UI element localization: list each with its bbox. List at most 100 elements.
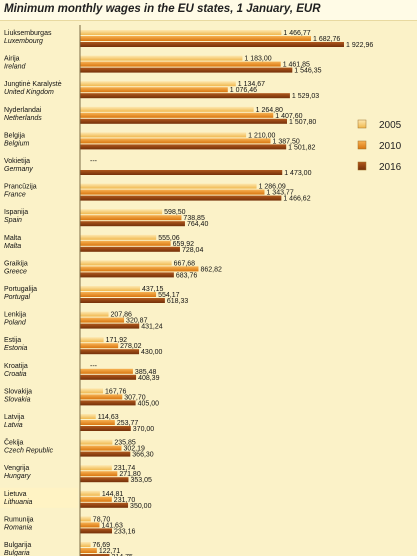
bar-luxembourg-2016 xyxy=(80,42,344,47)
bar-estonia-2016 xyxy=(80,349,140,355)
value-label-united-kingdom-2016: 1 529,03 xyxy=(292,93,319,100)
category-label-en-bulgaria: Bulgaria xyxy=(4,550,30,556)
bar-portugal-2016 xyxy=(80,298,165,303)
bar-lithuania-2010 xyxy=(80,496,112,502)
category-label-spain: Ispanija xyxy=(4,209,28,216)
bar-latvia-2010 xyxy=(80,420,115,425)
value-label-hungary-2005: 231,74 xyxy=(114,465,136,472)
bar-bulgaria-2010 xyxy=(80,548,97,553)
value-label-ireland-2010: 1 461,85 xyxy=(283,62,310,69)
value-label-luxembourg-2016: 1 922,96 xyxy=(346,42,373,49)
category-label-en-romania: Romania xyxy=(4,524,32,531)
value-label-lithuania-2005: 144,81 xyxy=(102,491,124,498)
bar-hungary-2016 xyxy=(80,477,129,483)
legend-swatch-2010 xyxy=(357,140,367,150)
title-bar: Minimum monthly wages in the EU states, … xyxy=(0,0,417,21)
bar-netherlands-2010 xyxy=(80,112,274,118)
value-label-czech-republic-2016: 366,30 xyxy=(132,452,154,459)
value-label-malta-2016: 728,04 xyxy=(182,247,204,254)
category-label-france: Prancūzija xyxy=(4,184,37,191)
value-label-poland-2005: 207,86 xyxy=(111,312,133,319)
bar-czech-republic-2016 xyxy=(80,451,131,457)
value-label-hungary-2016: 353,05 xyxy=(130,477,152,484)
bar-latvia-2005 xyxy=(80,414,96,419)
bar-ireland-2016 xyxy=(80,67,293,73)
value-label-romania-2010: 141,63 xyxy=(101,522,123,529)
value-label-czech-republic-2010: 302,19 xyxy=(123,446,145,453)
value-label-united-kingdom-2010: 1 076,46 xyxy=(230,87,257,94)
bar-malta-2005 xyxy=(80,234,157,240)
category-label-en-slovakia: Slovakia xyxy=(4,396,31,403)
bar-bulgaria-2016 xyxy=(80,554,110,556)
bar-bulgaria-2005 xyxy=(80,542,91,547)
bar-lithuania-2005 xyxy=(80,490,100,496)
category-label-en-hungary: Hungary xyxy=(4,473,31,480)
value-label-slovakia-2005: 167,76 xyxy=(105,388,127,395)
value-label-slovakia-2016: 405,00 xyxy=(138,400,160,407)
bar-france-2005 xyxy=(80,183,257,189)
category-label-en-lithuania: Lithuania xyxy=(4,499,33,506)
category-label-en-ireland: Ireland xyxy=(4,64,27,71)
value-label-romania-2005: 78,70 xyxy=(93,516,111,523)
legend-label-2010: 2010 xyxy=(379,141,402,152)
value-label-malta-2005: 555,06 xyxy=(158,235,180,242)
value-label-france-2016: 1 466,62 xyxy=(283,196,310,203)
bar-poland-2016 xyxy=(80,323,140,329)
category-label-en-united-kingdom: United Kingdom xyxy=(4,89,54,96)
value-label-hungary-2010: 271,80 xyxy=(119,471,141,478)
value-label-bulgaria-2010: 122,71 xyxy=(99,548,121,555)
category-label-poland: Lenkija xyxy=(4,312,26,319)
value-label-estonia-2005: 171,92 xyxy=(106,337,128,344)
bar-czech-republic-2010 xyxy=(80,445,122,451)
category-label-bulgaria: Bulgarija xyxy=(4,542,31,549)
category-label-estonia: Estija xyxy=(4,337,21,344)
bar-ireland-2010 xyxy=(80,61,281,67)
bar-united-kingdom-2005 xyxy=(80,81,236,87)
bar-netherlands-2016 xyxy=(80,118,288,124)
value-label-portugal-2010: 554,17 xyxy=(158,292,180,299)
bar-poland-2005 xyxy=(80,311,109,317)
category-label-romania: Rumunija xyxy=(4,516,34,523)
bar-slovakia-2010 xyxy=(80,394,123,400)
bar-united-kingdom-2016 xyxy=(80,93,290,99)
legend-swatch-2016 xyxy=(357,161,367,171)
category-label-en-portugal: Portugal xyxy=(4,294,31,301)
category-label-en-spain: Spain xyxy=(4,217,22,224)
bar-belgium-2010 xyxy=(80,138,271,144)
value-label-ireland-2005: 1 183,00 xyxy=(244,56,271,63)
bar-france-2010 xyxy=(80,189,265,195)
bar-france-2016 xyxy=(80,195,282,201)
value-label-netherlands-2010: 1 407,60 xyxy=(275,113,302,120)
value-label-croatia-2010: 385,48 xyxy=(135,369,157,376)
bar-lithuania-2016 xyxy=(80,502,129,508)
category-label-belgium: Belgija xyxy=(4,132,25,139)
value-label-romania-2016: 233,16 xyxy=(114,528,136,535)
bar-germany-2016 xyxy=(80,170,283,175)
bar-estonia-2005 xyxy=(80,337,104,343)
category-label-ireland: Airija xyxy=(4,56,20,63)
bar-romania-2010 xyxy=(80,522,100,528)
value-label-slovakia-2010: 307,70 xyxy=(124,394,146,401)
legend-label-2005: 2005 xyxy=(379,120,402,131)
category-label-croatia: Kroatija xyxy=(4,363,28,370)
value-label-portugal-2016: 618,33 xyxy=(167,298,189,305)
category-label-en-netherlands: Netherlands xyxy=(4,115,42,122)
value-label-malta-2010: 659,92 xyxy=(173,241,195,248)
category-label-en-luxembourg: Luxembourg xyxy=(4,38,43,45)
bar-croatia-2010 xyxy=(80,368,133,374)
bar-luxembourg-2005 xyxy=(80,30,282,35)
value-label-belgium-2016: 1 501,82 xyxy=(288,144,315,151)
bar-estonia-2010 xyxy=(80,343,119,349)
value-label-portugal-2005: 437,15 xyxy=(142,286,164,293)
value-label-luxembourg-2005: 1 466,77 xyxy=(283,30,310,37)
category-label-latvia: Latvija xyxy=(4,414,24,421)
value-label-poland-2016: 431,24 xyxy=(141,324,163,331)
category-label-en-czech-republic: Czech Republic xyxy=(4,448,54,455)
value-label-netherlands-2005: 1 264,80 xyxy=(256,107,283,114)
bar-slovakia-2016 xyxy=(80,400,136,406)
category-label-malta: Malta xyxy=(4,235,21,242)
bar-slovakia-2005 xyxy=(80,388,104,394)
bar-belgium-2005 xyxy=(80,132,247,138)
value-label-greece-2016: 683,76 xyxy=(176,272,198,279)
